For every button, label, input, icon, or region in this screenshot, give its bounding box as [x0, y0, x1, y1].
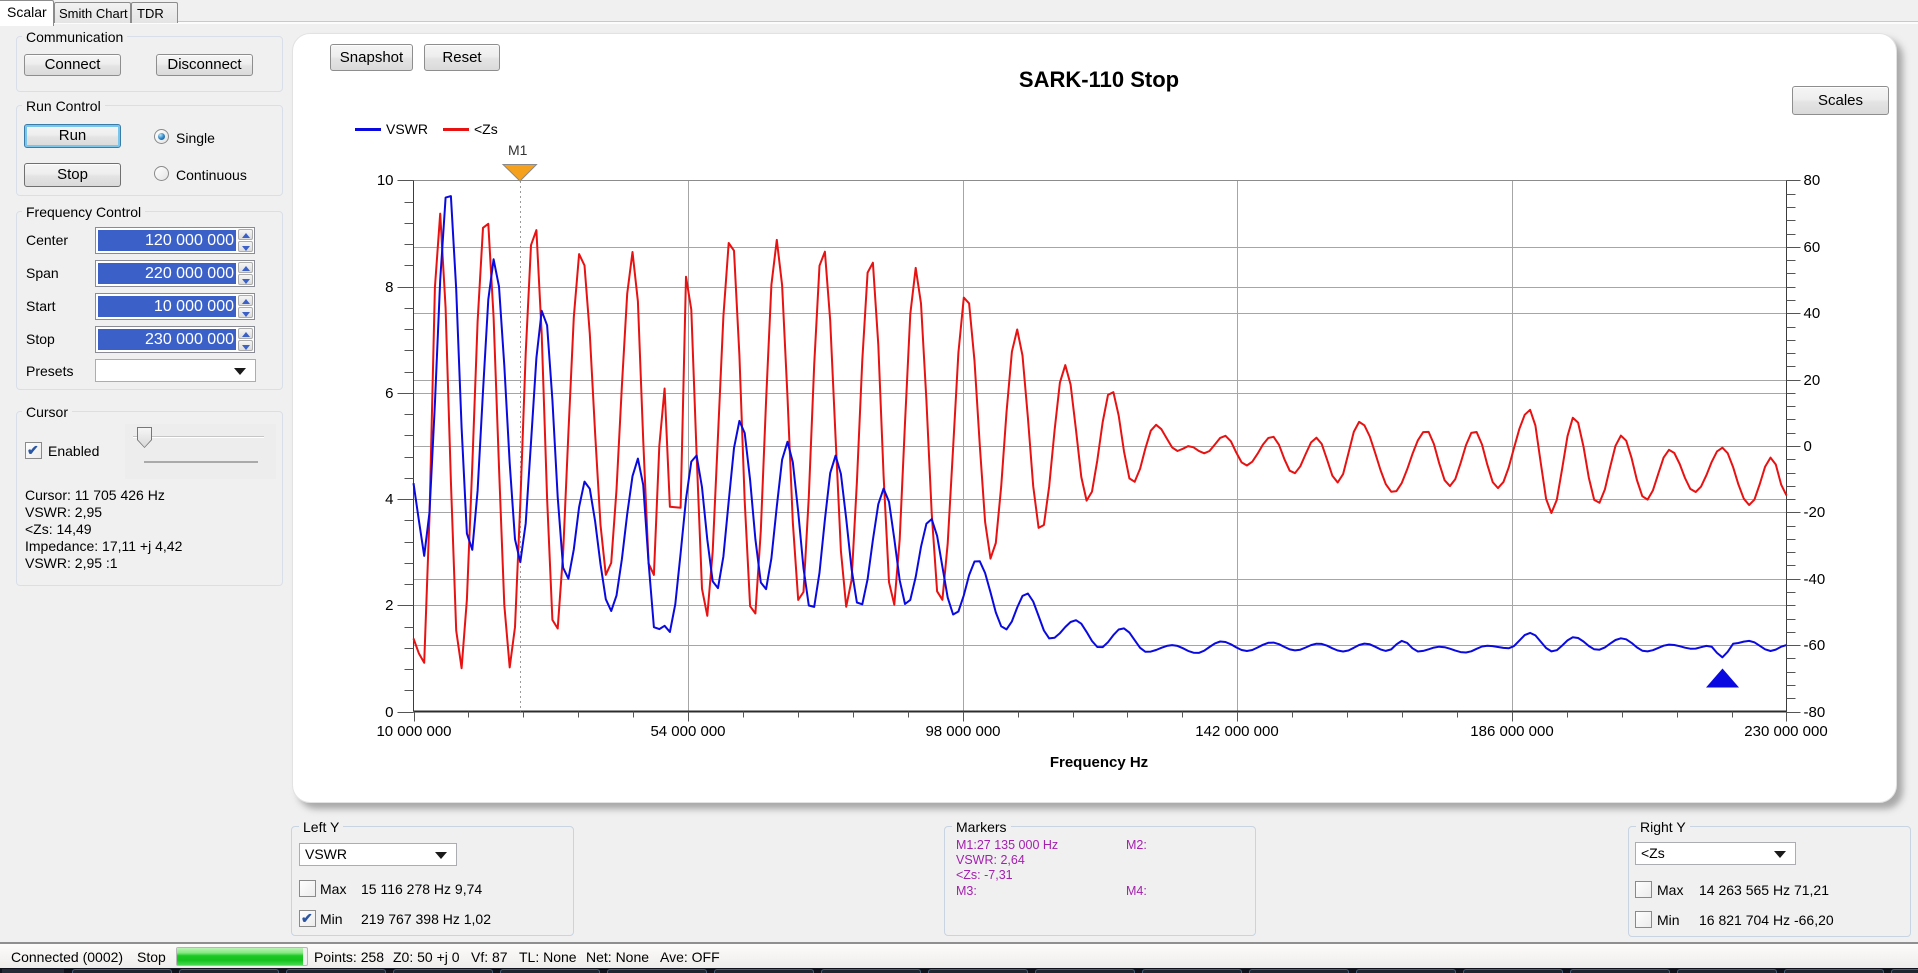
svg-text:60: 60	[1804, 239, 1821, 256]
svg-text:8: 8	[385, 279, 393, 296]
svg-text:40: 40	[1804, 305, 1821, 322]
svg-text:4: 4	[385, 491, 393, 508]
svg-text:M1: M1	[508, 142, 528, 158]
svg-text:VSWR: VSWR	[386, 121, 428, 137]
svg-text:142 000 000: 142 000 000	[1195, 723, 1278, 740]
svg-text:6: 6	[385, 385, 393, 402]
svg-text:-20: -20	[1804, 504, 1826, 521]
svg-text:<Zs: <Zs	[474, 121, 498, 137]
svg-text:-60: -60	[1804, 637, 1826, 654]
svg-text:10: 10	[377, 172, 394, 189]
svg-text:0: 0	[1804, 438, 1812, 455]
svg-text:186 000 000: 186 000 000	[1470, 723, 1553, 740]
svg-text:2: 2	[385, 597, 393, 614]
svg-text:0: 0	[385, 704, 393, 721]
svg-text:SARK-110 Stop: SARK-110 Stop	[1019, 67, 1179, 92]
svg-text:230 000 000: 230 000 000	[1744, 723, 1827, 740]
svg-text:54 000 000: 54 000 000	[650, 723, 725, 740]
svg-text:20: 20	[1804, 372, 1821, 389]
svg-text:-40: -40	[1804, 571, 1826, 588]
svg-text:98 000 000: 98 000 000	[925, 723, 1000, 740]
svg-text:80: 80	[1804, 172, 1821, 189]
svg-text:10 000 000: 10 000 000	[376, 723, 451, 740]
svg-text:Frequency Hz: Frequency Hz	[1050, 754, 1148, 771]
svg-text:-80: -80	[1804, 704, 1826, 721]
